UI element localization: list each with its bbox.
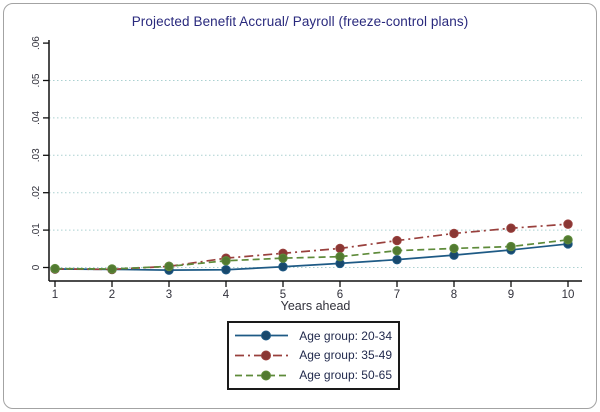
series-line (54, 243, 569, 271)
legend-sample-marker (261, 330, 271, 341)
data-point-marker (392, 245, 402, 256)
data-point-marker (392, 254, 402, 265)
data-point-marker (335, 251, 345, 262)
y-tick-label: .06 (31, 36, 42, 50)
legend-line-sample (235, 370, 289, 381)
data-point-marker (278, 262, 288, 272)
data-point-marker (449, 228, 459, 239)
data-point-marker (164, 261, 174, 272)
data-point-marker (449, 243, 459, 254)
legend-item: Age group: 35-49 (235, 348, 392, 362)
data-point-marker (506, 223, 516, 233)
data-point-marker (563, 219, 573, 229)
x-tick-label: 2 (109, 289, 115, 301)
legend-label: Age group: 35-49 (299, 348, 392, 363)
x-axis-title: Years ahead (280, 299, 351, 313)
x-tick-label: 7 (394, 289, 400, 301)
legend-label: Age group: 20-34 (299, 328, 392, 343)
y-tick-label: .03 (31, 148, 42, 162)
data-point-marker (392, 235, 402, 246)
data-point-marker (563, 235, 573, 245)
x-tick-label: 8 (451, 289, 457, 301)
legend-box: Age group: 20-34 Age group: 35-49 Age gr… (227, 321, 400, 390)
legend-item: Age group: 50-65 (235, 368, 392, 382)
legend-label: Age group: 50-65 (299, 368, 392, 383)
x-tick-label: 9 (508, 289, 514, 301)
series-line (54, 238, 569, 270)
y-tick-label: .05 (31, 73, 42, 87)
data-point-marker (506, 241, 516, 252)
legend-sample-marker (261, 350, 271, 361)
x-tick-label: 10 (562, 289, 575, 301)
x-tick-label: 4 (223, 289, 230, 301)
x-tick-label: 3 (166, 289, 172, 301)
legend-line-sample (235, 330, 289, 341)
data-point-marker (50, 263, 60, 274)
data-point-marker (107, 264, 117, 274)
y-tick-label: 0 (31, 264, 42, 270)
data-point-marker (335, 243, 345, 254)
y-tick-label: .02 (31, 185, 42, 199)
legend-sample-marker (261, 370, 271, 381)
y-tick-label: .04 (31, 111, 42, 125)
chart-title: Projected Benefit Accrual/ Payroll (free… (131, 14, 469, 29)
data-point-marker (278, 253, 288, 263)
series-line (54, 223, 569, 271)
data-point-marker (221, 265, 231, 275)
data-point-marker (221, 256, 231, 266)
x-tick-label: 1 (52, 289, 58, 301)
legend-item: Age group: 20-34 (235, 329, 392, 343)
legend-line-sample (235, 350, 289, 361)
x-tick-label: 5 (280, 289, 286, 301)
x-tick-label: 6 (337, 289, 343, 301)
y-tick-label: .01 (31, 223, 42, 237)
